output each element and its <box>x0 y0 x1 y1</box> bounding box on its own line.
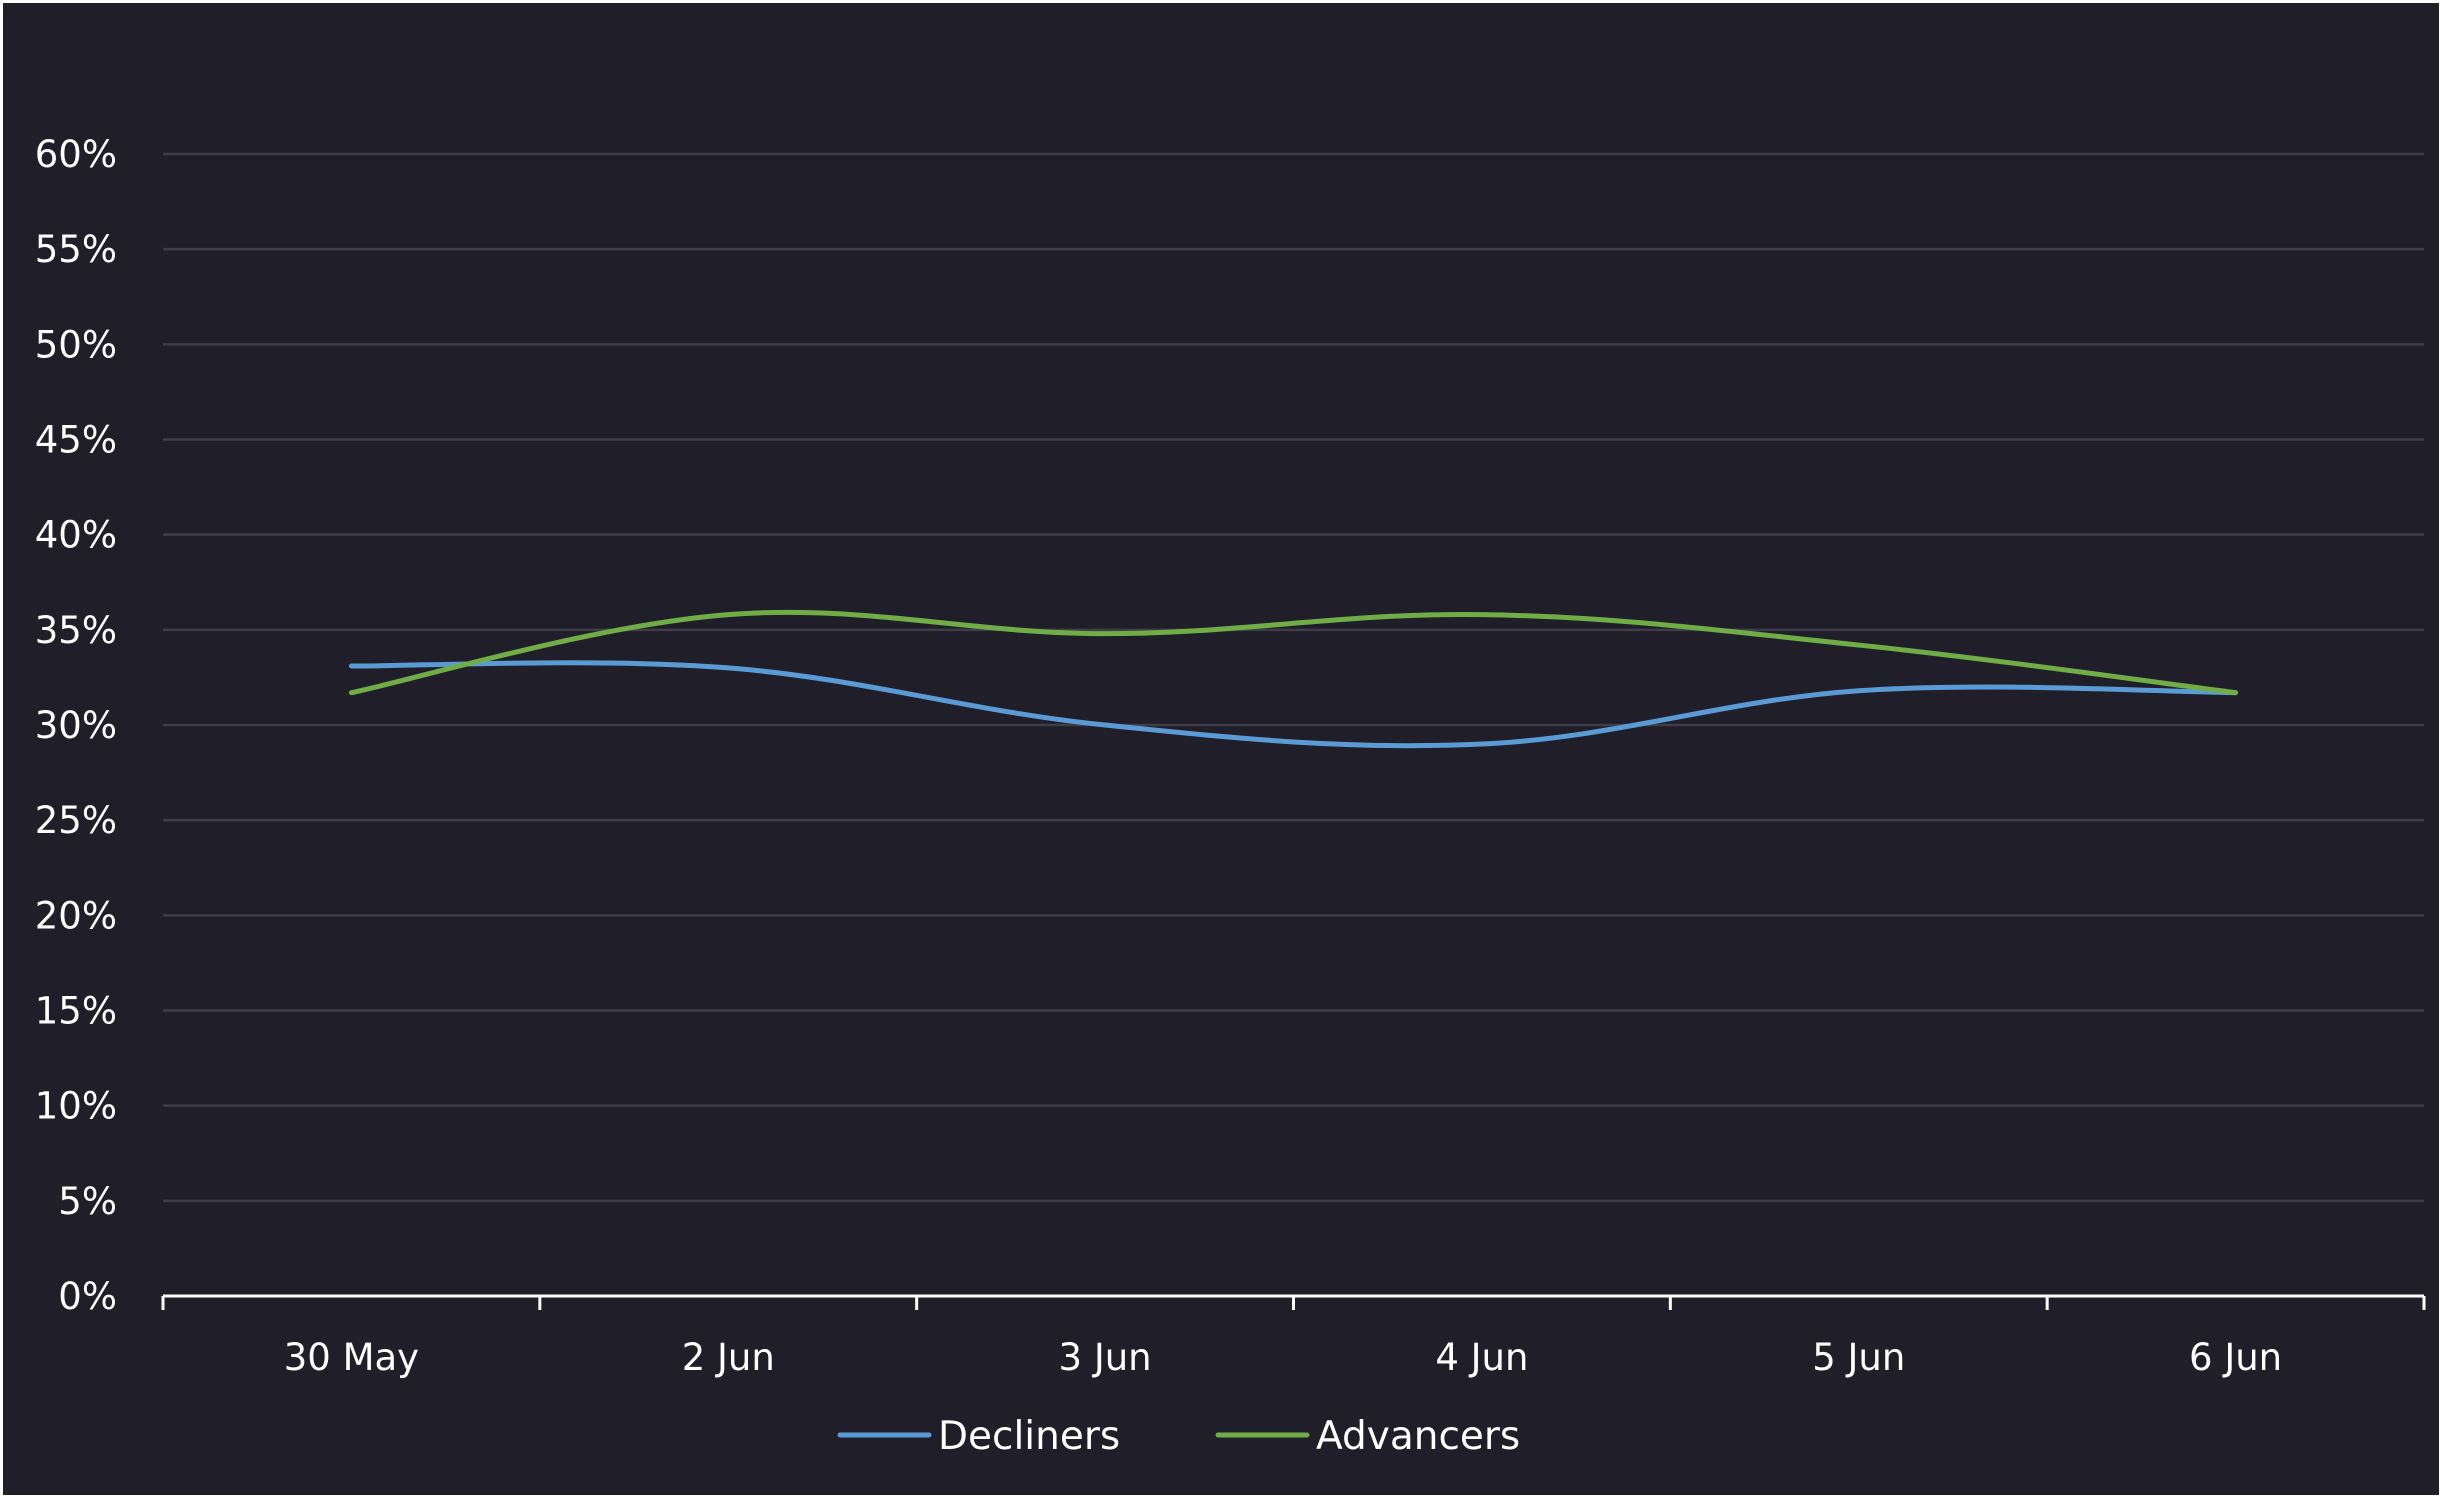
y-tick-label: 10% <box>35 1085 117 1128</box>
x-axis: 30 May 2 Jun 3 Jun 4 Jun 5 Jun 6 Jun <box>161 1294 2426 1379</box>
y-tick-label: 20% <box>35 894 117 937</box>
y-tick-label: 40% <box>35 514 117 557</box>
chart-panel <box>3 3 2439 1495</box>
x-tick-label: 6 Jun <box>2189 1336 2282 1379</box>
legend-item-decliners[interactable]: Decliners <box>837 1414 1120 1459</box>
y-tick-label: 30% <box>35 704 117 747</box>
x-tick-label: 4 Jun <box>1435 1336 1528 1379</box>
legend[interactable]: Decliners Advancers <box>837 1414 1520 1459</box>
x-tick-label: 5 Jun <box>1812 1336 1905 1379</box>
y-tick-label: 55% <box>35 228 117 271</box>
legend-label-decliners: Decliners <box>938 1414 1120 1459</box>
y-tick-label: 5% <box>58 1180 117 1223</box>
series-lines <box>348 609 2239 749</box>
x-tick-label: 3 Jun <box>1059 1336 1152 1379</box>
y-tick-label: 35% <box>35 609 117 652</box>
y-tick-label: 50% <box>35 323 117 366</box>
y-tick-label: 25% <box>35 799 117 842</box>
y-tick-label: 60% <box>35 133 117 176</box>
legend-item-advancers[interactable]: Advancers <box>1215 1414 1520 1459</box>
y-tick-label: 0% <box>58 1275 117 1318</box>
y-axis: 0% 5% 10% 15% 20% 25% 30% 35% 40% 45% 50% 55% 60% <box>35 133 117 1318</box>
gridlines <box>163 152 2424 1203</box>
x-tick-label: 30 May <box>284 1336 419 1379</box>
x-tick-label: 2 Jun <box>682 1336 775 1379</box>
y-tick-label: 15% <box>35 990 117 1033</box>
y-tick-label: 45% <box>35 419 117 462</box>
series-line-advancers <box>348 609 2239 696</box>
legend-label-advancers: Advancers <box>1316 1414 1520 1459</box>
series-line-decliners <box>348 660 2239 749</box>
